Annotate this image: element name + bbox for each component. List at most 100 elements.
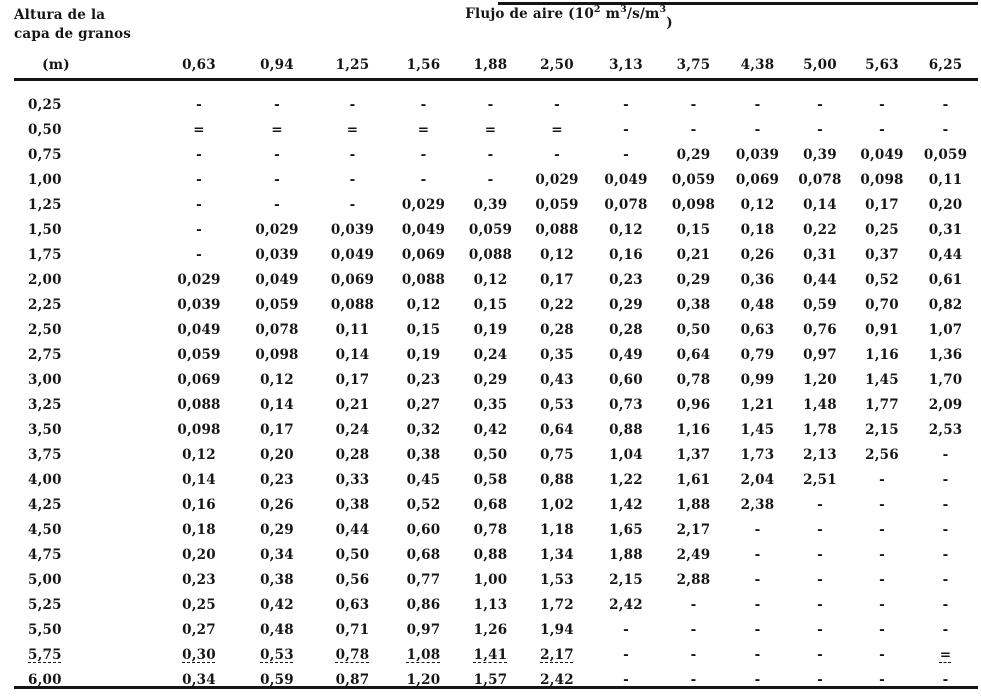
column-group-title-part: 3 bbox=[659, 3, 667, 15]
cell: 0,088 bbox=[330, 296, 375, 313]
cell: 0,039 bbox=[330, 221, 375, 238]
cell: 2,09 bbox=[928, 396, 963, 413]
row-label: 1,00 bbox=[28, 171, 62, 188]
cell: 2,88 bbox=[676, 571, 711, 588]
column-header: 0,94 bbox=[238, 52, 316, 81]
cell: 0,26 bbox=[260, 496, 294, 513]
cell: 0,12 bbox=[740, 196, 775, 213]
cell: - bbox=[942, 121, 949, 138]
column-header: 6,25 bbox=[913, 52, 979, 81]
row-label: 4,25 bbox=[28, 496, 62, 513]
cell: 2,51 bbox=[803, 471, 837, 488]
table-header-title-row: Altura de la capa de granos Flujo de air… bbox=[14, 3, 978, 52]
cell: - bbox=[942, 621, 949, 638]
cell: 1,04 bbox=[609, 446, 643, 463]
cell: 0,069 bbox=[177, 371, 221, 388]
cell: 0,15 bbox=[676, 221, 711, 238]
cell: - bbox=[942, 596, 949, 613]
cell: - bbox=[690, 646, 697, 663]
cell: 1,34 bbox=[540, 546, 574, 563]
cell: 0,17 bbox=[540, 271, 574, 288]
row-label: 0,50 bbox=[28, 121, 62, 138]
cell: - bbox=[754, 121, 761, 138]
cell: 1,61 bbox=[676, 471, 711, 488]
cell: 0,11 bbox=[928, 171, 963, 188]
row-header-unit: (m) bbox=[42, 56, 70, 73]
table-row: 2,25 0,039 0,059 0,088 0,12 0,15 0,22 0,29 0,38 0… bbox=[14, 292, 978, 317]
cell: 0,48 bbox=[740, 296, 775, 313]
row-header-title-line1: Altura de la bbox=[14, 7, 106, 23]
cell: - bbox=[349, 171, 356, 188]
cell: 0,14 bbox=[182, 471, 216, 488]
table-bottom-rule bbox=[14, 686, 978, 689]
cell: - bbox=[754, 646, 761, 663]
cell: 0,23 bbox=[260, 471, 294, 488]
cell: - bbox=[817, 646, 823, 663]
table-row: 4,00 0,14 0,23 0,33 0,45 0,58 0,88 1,22 1,61 2,04… bbox=[14, 467, 978, 492]
cell: 0,64 bbox=[540, 421, 574, 438]
cell: 1,20 bbox=[803, 371, 837, 388]
cell: - bbox=[487, 171, 494, 188]
cell: - bbox=[817, 596, 823, 613]
table-row: 0,75 - - - - - - - 0,29 0,039 0,39 0,049 0,059 bbox=[14, 142, 978, 167]
row-label: 5,75 bbox=[28, 646, 62, 663]
cell: 0,68 bbox=[406, 546, 441, 563]
cell: - bbox=[754, 521, 761, 538]
row-label: 5,25 bbox=[28, 596, 62, 613]
cell: 1,22 bbox=[609, 471, 643, 488]
column-group-overline bbox=[498, 2, 978, 5]
cell: 0,88 bbox=[473, 546, 508, 563]
table-row: 2,75 0,059 0,098 0,14 0,19 0,24 0,35 0,49 0,64 0,… bbox=[14, 342, 978, 367]
cell: 0,24 bbox=[335, 421, 370, 438]
cell: 0,23 bbox=[182, 571, 216, 588]
cell: 0,39 bbox=[473, 196, 508, 213]
table-row: 4,25 0,16 0,26 0,38 0,52 0,68 1,02 1,42 1,88 2,38… bbox=[14, 492, 978, 517]
row-label: 4,75 bbox=[28, 546, 62, 563]
cell: 0,36 bbox=[740, 271, 775, 288]
cell: 1,41 bbox=[473, 646, 508, 663]
row-label: 5,50 bbox=[28, 621, 62, 638]
cell: 0,30 bbox=[182, 646, 216, 663]
column-group-title-part: /s/m bbox=[626, 6, 660, 22]
cell: - bbox=[817, 496, 823, 513]
cell: - bbox=[754, 546, 761, 563]
cell: 2,49 bbox=[676, 546, 711, 563]
cell: 1,26 bbox=[473, 621, 508, 638]
cell: - bbox=[942, 671, 949, 688]
cell: - bbox=[420, 171, 427, 188]
cell: 0,078 bbox=[255, 321, 299, 338]
cell: 2,42 bbox=[540, 671, 574, 688]
cell: - bbox=[817, 671, 823, 688]
cell: 0,29 bbox=[676, 271, 711, 288]
cell: 0,029 bbox=[255, 221, 299, 238]
cell: - bbox=[879, 96, 885, 113]
cell: 0,098 bbox=[860, 171, 904, 188]
cell: 0,68 bbox=[473, 496, 508, 513]
cell: 0,088 bbox=[177, 396, 221, 413]
cell: 0,22 bbox=[803, 221, 837, 238]
column-group-title-part: 3 bbox=[620, 3, 627, 15]
cell: 0,18 bbox=[740, 221, 775, 238]
cell: 0,098 bbox=[671, 196, 716, 213]
cell: 0,049 bbox=[177, 321, 221, 338]
cell: 0,50 bbox=[473, 446, 508, 463]
cell: 0,049 bbox=[860, 146, 904, 163]
cell: 0,039 bbox=[735, 146, 780, 163]
cell: - bbox=[196, 196, 202, 213]
row-label: 3,25 bbox=[28, 396, 62, 413]
cell: 0,23 bbox=[406, 371, 441, 388]
column-header: 1,88 bbox=[458, 52, 523, 81]
table-row: 3,00 0,069 0,12 0,17 0,23 0,29 0,43 0,60 0,78 0,9… bbox=[14, 367, 978, 392]
cell: - bbox=[274, 171, 280, 188]
row-label: 6,00 bbox=[28, 671, 62, 688]
cell: - bbox=[196, 96, 202, 113]
cell: 0,97 bbox=[803, 346, 837, 363]
cell: - bbox=[623, 121, 629, 138]
cell: 0,58 bbox=[473, 471, 508, 488]
cell: 0,27 bbox=[182, 621, 216, 638]
cell: 0,059 bbox=[535, 196, 579, 213]
cell: 0,029 bbox=[177, 271, 221, 288]
cell: 0,78 bbox=[335, 646, 370, 663]
cell: 0,31 bbox=[928, 221, 963, 238]
cell: 1,53 bbox=[540, 571, 574, 588]
